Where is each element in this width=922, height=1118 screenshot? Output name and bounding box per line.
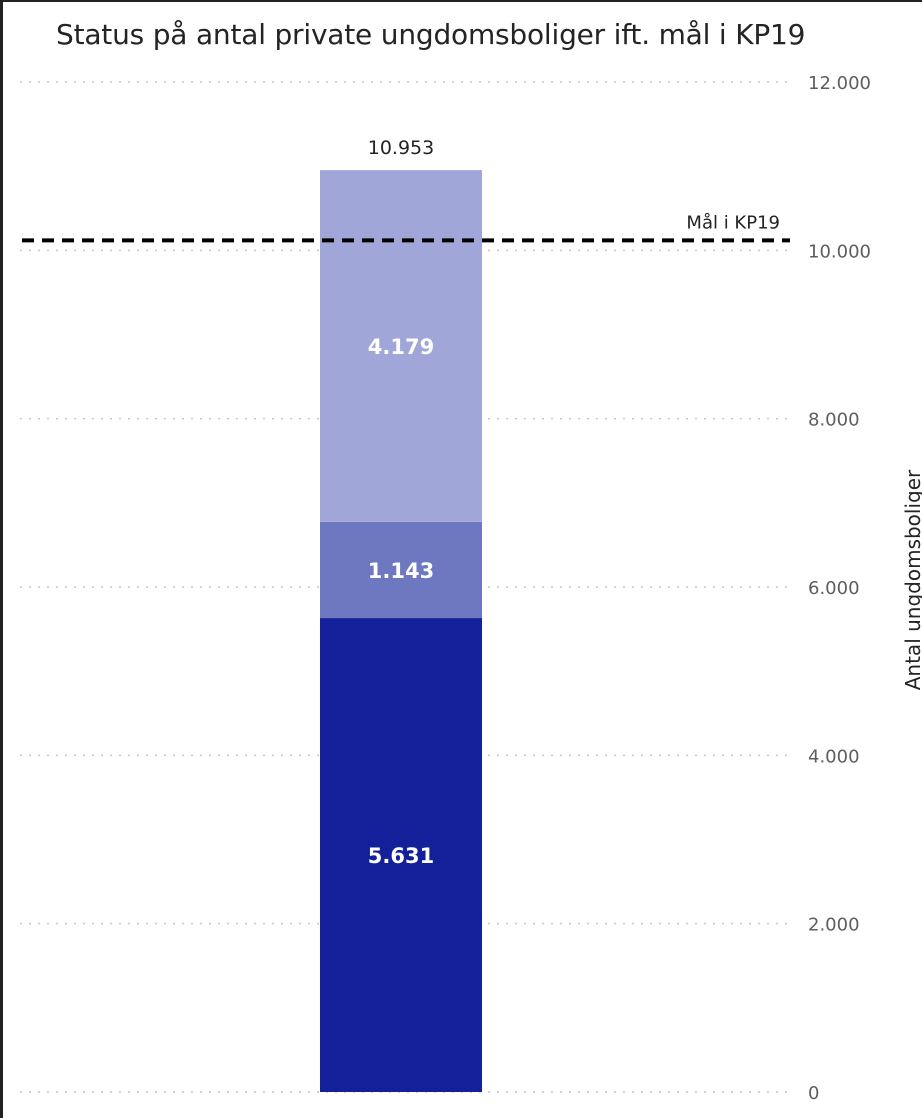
target-line-label: Mål i KP19 — [686, 212, 780, 233]
bar-segment-label: 4.179 — [368, 335, 434, 359]
y-tick-label: 12.000 — [808, 73, 871, 94]
bar-total-label: 10.953 — [368, 137, 434, 159]
bar-segment[interactable] — [320, 170, 482, 522]
y-tick-label: 10.000 — [808, 241, 871, 262]
bar-segment-label: 1.143 — [368, 559, 434, 583]
y-tick-label: 4.000 — [808, 746, 860, 767]
y-tick-label: 6.000 — [808, 578, 860, 599]
y-tick-label: 0 — [808, 1083, 819, 1104]
y-tick-label: 8.000 — [808, 410, 860, 431]
chart-title: Status på antal private ungdomsboliger i… — [56, 18, 806, 51]
bar-segment[interactable] — [320, 521, 482, 619]
y-tick-label: 2.000 — [808, 915, 860, 936]
y-axis-title: Antal ungdomsboliger — [901, 469, 922, 690]
bar-segment-label: 5.631 — [368, 844, 434, 868]
bar-segment[interactable] — [320, 618, 482, 1092]
